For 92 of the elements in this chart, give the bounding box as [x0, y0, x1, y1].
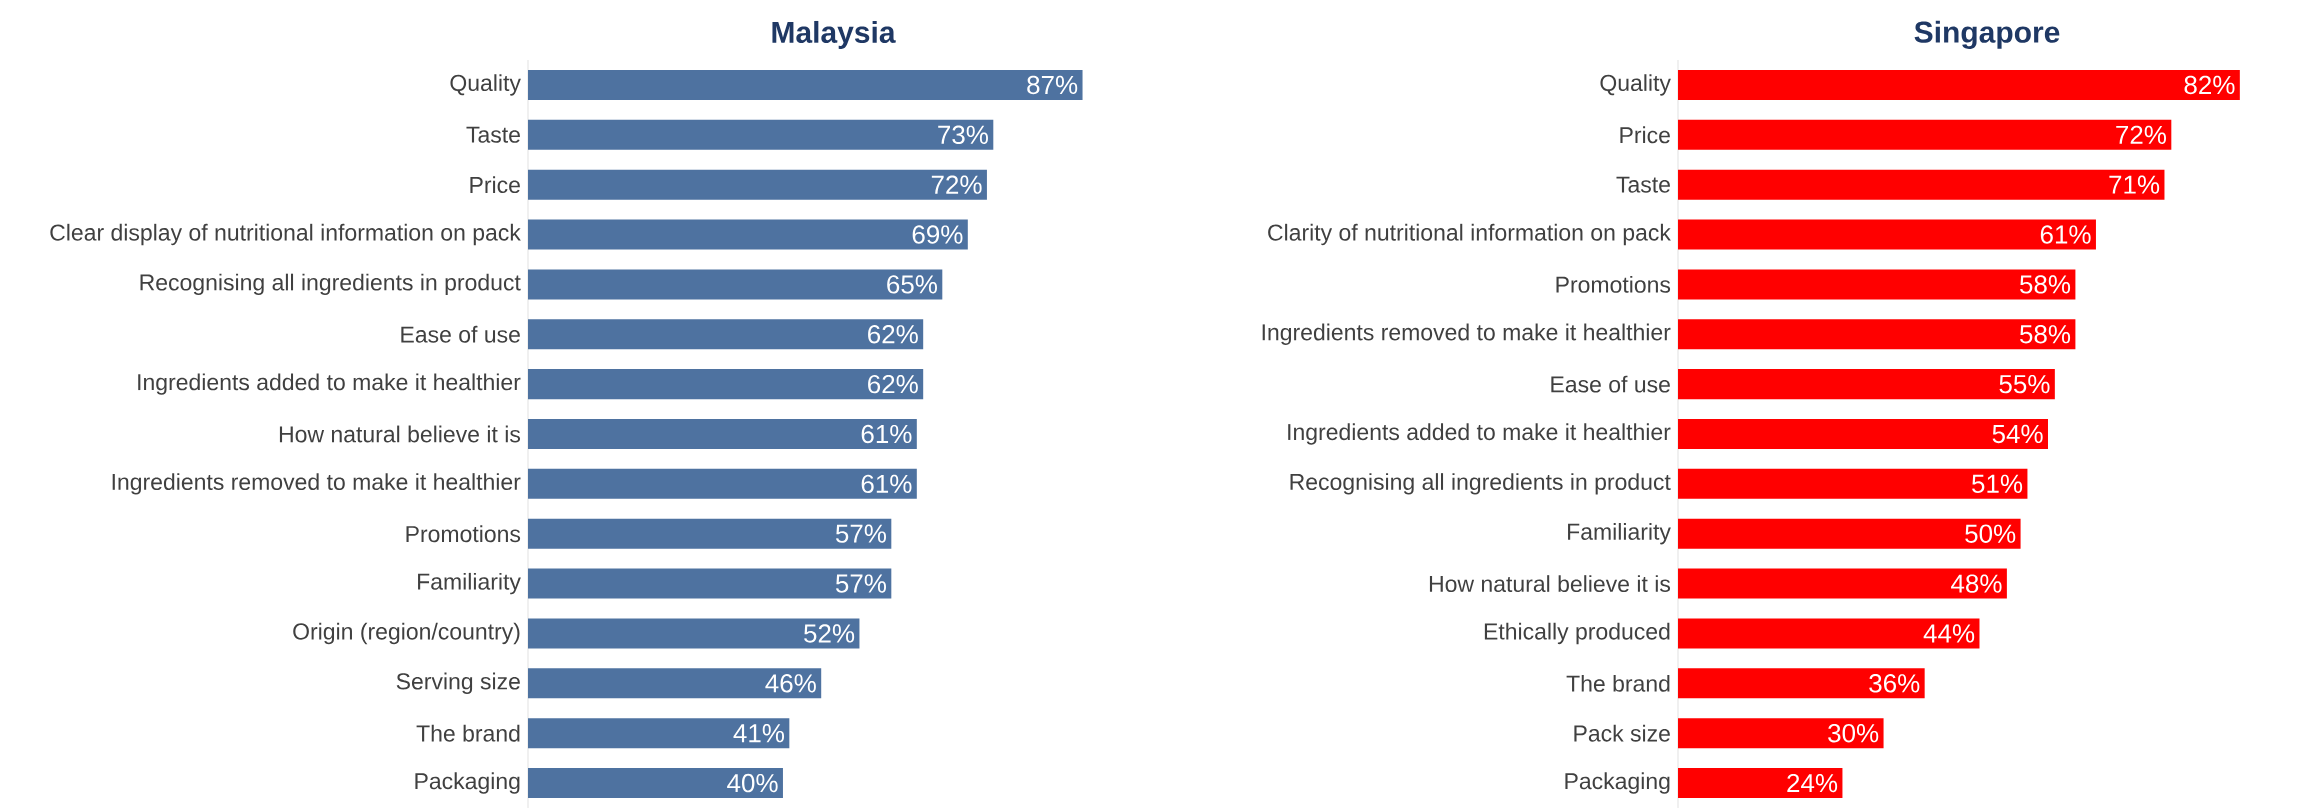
data-label: 44% [1923, 624, 1975, 643]
data-label: 58% [2020, 325, 2071, 344]
bar [1678, 468, 2028, 499]
data-label: 51% [1972, 474, 2023, 493]
bar [1678, 69, 2240, 100]
data-label: 61% [861, 474, 912, 494]
data-label: 61% [861, 424, 912, 444]
data-label: 50% [1965, 524, 2016, 543]
bar [528, 369, 924, 400]
bar [1678, 369, 2055, 400]
y-tick-label: Promotions [1556, 275, 1671, 293]
data-label: 87% [1027, 75, 1078, 95]
bar [1678, 768, 1843, 799]
y-tick-label: Ease of use [401, 325, 520, 343]
bar [528, 69, 1083, 100]
bar [528, 219, 968, 250]
bar [1678, 718, 1884, 749]
bar [528, 618, 860, 649]
data-label: 73% [938, 125, 988, 144]
data-label: 41% [733, 724, 785, 743]
bar [1678, 169, 2165, 200]
bar [1678, 618, 1980, 649]
bar [528, 568, 892, 599]
bar [528, 768, 783, 799]
data-label: 40% [727, 773, 778, 793]
y-tick-label: Ingredients added to make it healthier [138, 373, 521, 395]
y-tick-label: Ingredients removed to make it healthier [112, 473, 521, 495]
data-label: 57% [835, 524, 886, 543]
y-tick-label: Taste [1616, 176, 1670, 193]
bar [1678, 668, 1925, 699]
y-tick-label: Packaging [415, 772, 520, 794]
bar [528, 668, 822, 699]
bar [1678, 119, 2172, 150]
y-tick-label: Price [470, 176, 520, 194]
y-tick-label: Serving size [396, 672, 520, 695]
bar [528, 418, 917, 449]
y-tick-label: Familiarity [418, 572, 521, 595]
y-tick-label: Familiarity [1568, 523, 1671, 545]
bar [1678, 418, 2048, 449]
chart-title: Singapore [1914, 20, 2060, 49]
y-tick-label: Ethically produced [1484, 622, 1670, 645]
data-label: 48% [1951, 574, 2002, 593]
y-tick-label: Recognising all ingredients in product [1290, 473, 1671, 495]
y-tick-label: How natural believe it is [279, 425, 521, 443]
data-label: 61% [2040, 225, 2091, 244]
y-tick-label: Pack size [1574, 724, 1670, 742]
y-tick-label: Ingredients added to make it healthier [1288, 423, 1671, 445]
data-label: 62% [868, 374, 918, 394]
bar [1678, 219, 2096, 250]
chart-title: Malaysia [772, 20, 896, 49]
y-tick-label: Quality [450, 74, 521, 96]
y-tick-label: The brand [1566, 674, 1670, 692]
bar [528, 319, 924, 350]
data-label: 57% [835, 574, 886, 593]
data-label: 58% [2020, 275, 2071, 294]
bar [1678, 319, 2076, 350]
data-label: 54% [1992, 424, 2043, 444]
bar [528, 119, 994, 150]
data-label: 52% [804, 624, 855, 643]
bar [1678, 269, 2076, 300]
data-label: 72% [2116, 125, 2166, 144]
data-label: 62% [868, 325, 918, 344]
y-tick-label: Promotions [406, 525, 521, 543]
data-label: 71% [2109, 175, 2160, 194]
y-tick-label: How natural believe it is [1429, 575, 1671, 593]
bar [528, 169, 987, 200]
y-tick-label: Clarity of nutritional information on pack [1268, 223, 1671, 246]
y-tick-label: Recognising all ingredients in product [140, 273, 521, 296]
bar [1678, 568, 2007, 599]
data-label: 46% [765, 674, 816, 693]
y-tick-label: Origin (region/country) [293, 622, 520, 645]
y-tick-label: Ease of use [1551, 375, 1670, 393]
bar [528, 718, 790, 749]
y-tick-label: The brand [416, 724, 520, 742]
data-label: 30% [1828, 723, 1879, 743]
y-tick-label: Ingredients removed to make it healthier [1262, 323, 1671, 345]
bar [528, 468, 917, 499]
data-label: 24% [1787, 773, 1838, 793]
bar [1678, 518, 2021, 549]
y-tick-label: Packaging [1565, 772, 1670, 794]
data-label: 72% [931, 175, 982, 194]
y-tick-label: Quality [1600, 74, 1671, 96]
bar [528, 518, 892, 549]
y-tick-label: Taste [466, 126, 520, 143]
y-tick-label: Clear display of nutritional information on pack [50, 223, 521, 246]
data-label: 82% [2184, 75, 2235, 95]
data-label: 69% [912, 225, 963, 244]
data-label: 36% [1869, 674, 1920, 693]
bar [528, 269, 943, 300]
data-label: 65% [887, 275, 937, 294]
data-label: 55% [1999, 374, 2050, 394]
y-tick-label: Price [1620, 126, 1670, 144]
